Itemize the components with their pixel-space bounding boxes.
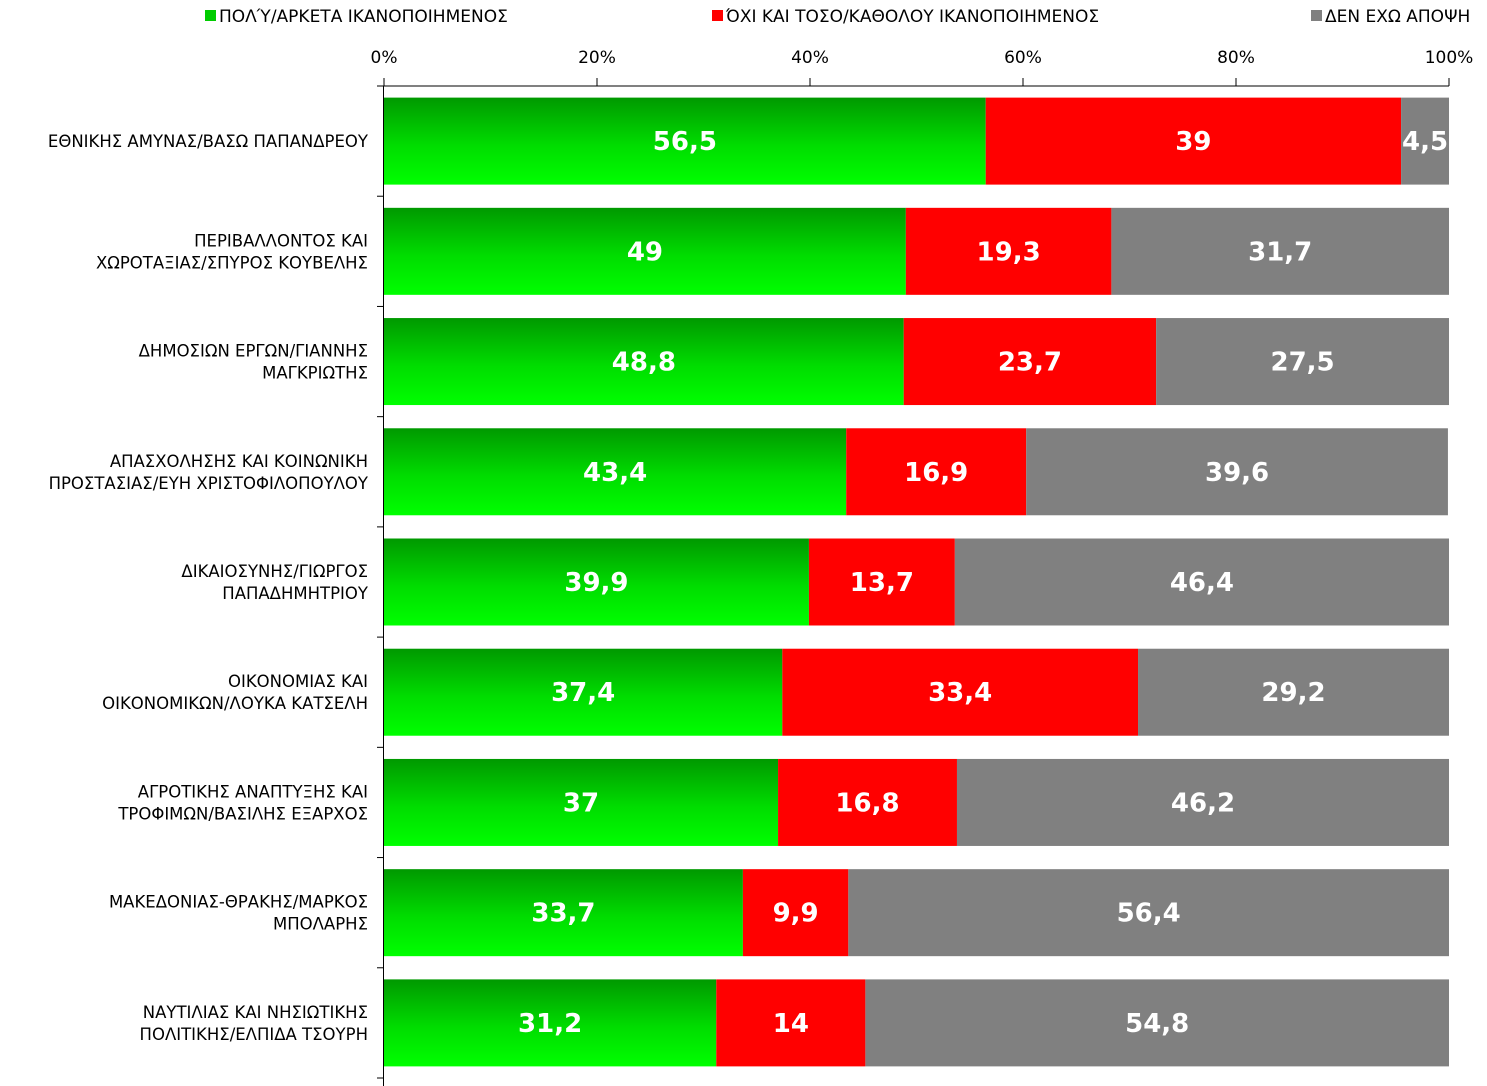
bar-segment (778, 758, 957, 846)
data-label: 31,7 (1248, 237, 1312, 267)
data-label: 14 (773, 1009, 809, 1039)
data-label: 33,7 (531, 899, 595, 929)
data-label: 39,6 (1205, 458, 1269, 488)
category-labels: ΕΘΝΙΚΗΣ ΑΜΥΝΑΣ/ΒΑΣΩ ΠΑΠΑΝΔΡΕΟΥ ΠΕΡΙΒΑΛΛΟΝ… (48, 132, 369, 1044)
bar-segment (384, 869, 743, 957)
x-tick-label: 0% (371, 48, 398, 68)
bar-segment (848, 869, 1449, 957)
category-label: ΑΠΑΣΧΟΛΗΣΗΣ ΚΑΙ ΚΟΙΝΩΝΙΚΗ ΠΡΟΣΤΑΣΙΑΣ/ΕΥΗ … (49, 452, 369, 493)
category-label: ΝΑΥΤΙΛΙΑΣ ΚΑΙ ΝΗΣΙΩΤΙΚΗΣ ΠΟΛΙΤΙΚΗΣ/ΕΛΠΙΔΑ… (140, 1003, 368, 1044)
data-label: 33,4 (928, 678, 992, 708)
x-axis: 0% 20% 40% 60% 80% 100% (371, 48, 1474, 1086)
data-label: 49 (627, 237, 663, 267)
bar-segment (985, 97, 1402, 185)
bar-segment (1401, 97, 1449, 185)
bar-segment (903, 318, 1157, 406)
legend-entry: ΠΟΛΎ/ΑΡΚΕΤΑ ΙΚΑΝΟΠΟΙΗΜΕΝΟΣ (205, 7, 508, 27)
bar-segment (905, 207, 1112, 295)
bar-segment (1156, 318, 1449, 406)
data-label: 13,7 (850, 568, 914, 598)
bar-segment (384, 207, 906, 295)
data-label: 27,5 (1270, 348, 1334, 378)
bar-segment (384, 318, 904, 406)
legend-label: ΔΕΝ ΕΧΩ ΑΠΟΨΗ (1325, 7, 1470, 27)
data-label: 4,5 (1402, 127, 1448, 157)
bar-segment (384, 97, 986, 185)
bar-segment (384, 979, 717, 1067)
category-label: ΑΓΡΟΤΙΚΗΣ ΑΝΑΠΤΥΞΗΣ ΚΑΙ ΤΡΟΦΙΜΩΝ/ΒΑΣΙΛΗΣ … (117, 782, 368, 823)
legend-label: ΠΟΛΎ/ΑΡΚΕΤΑ ΙΚΑΝΟΠΟΙΗΜΕΝΟΣ (219, 7, 508, 27)
bar-segment (384, 428, 847, 516)
bar-segment (808, 538, 955, 626)
category-label: ΜΑΚΕΔΟΝΙΑΣ-ΘΡΑΚΗΣ/ΜΑΡΚΟΣ ΜΠΟΛΑΡΗΣ (109, 893, 368, 934)
data-label: 39,9 (564, 568, 628, 598)
legend: ΠΟΛΎ/ΑΡΚΕΤΑ ΙΚΑΝΟΠΟΙΗΜΕΝΟΣ ΌΧΙ ΚΑΙ ΤΟΣΟ/Κ… (205, 7, 1470, 27)
data-label: 37,4 (551, 678, 615, 708)
x-tick-label: 20% (578, 48, 616, 68)
data-label: 9,9 (773, 899, 819, 929)
legend-swatch (205, 10, 216, 21)
bar-segment (742, 869, 849, 957)
category-label: ΔΗΜΟΣΙΩΝ ΕΡΓΩΝ/ΓΙΑΝΝΗΣ ΜΑΓΚΡΙΩΤΗΣ (139, 342, 368, 383)
bar-segment (846, 428, 1027, 516)
bar-segment (384, 758, 779, 846)
data-label: 39 (1175, 127, 1211, 157)
data-label: 16,8 (835, 788, 899, 818)
legend-label: ΌΧΙ ΚΑΙ ΤΟΣΟ/ΚΑΘΟΛΟΥ ΙΚΑΝΟΠΟΙΗΜΕΝΟΣ (725, 7, 1099, 27)
x-tick-label: 100% (1425, 48, 1474, 68)
category-label: ΕΘΝΙΚΗΣ ΑΜΥΝΑΣ/ΒΑΣΩ ΠΑΠΑΝΔΡΕΟΥ (48, 132, 369, 151)
bar-segment (716, 979, 866, 1067)
data-label: 48,8 (612, 348, 676, 378)
category-label: ΠΕΡΙΒΑΛΛΟΝΤΟΣ ΚΑΙ ΧΩΡΟΤΑΞΙΑΣ/ΣΠΥΡΟΣ ΚΟΥΒΕ… (96, 231, 368, 272)
plot-area: 56,5 39 4,5 49 19,3 31,7 48,8 23,7 27,5 43,4 16,9 3… (384, 97, 1449, 1067)
category-label: ΟΙΚΟΝΟΜΙΑΣ ΚΑΙ ΟΙΚΟΝΟΜΙΚΩΝ/ΛΟΥΚΑ ΚΑΤΣΕΛΗ (102, 672, 368, 713)
legend-entry: ΔΕΝ ΕΧΩ ΑΠΟΨΗ (1311, 7, 1470, 27)
data-label: 54,8 (1125, 1009, 1189, 1039)
data-label: 56,5 (653, 127, 717, 157)
data-label: 46,2 (1171, 788, 1235, 818)
bar-segment (384, 648, 783, 736)
data-label: 46,4 (1170, 568, 1234, 598)
category-label: ΔΙΚΑΙΟΣΥΝΗΣ/ΓΙΩΡΓΟΣ ΠΑΠΑΔΗΜΗΤΡΙΟΥ (181, 562, 368, 603)
data-label: 37 (563, 788, 599, 818)
legend-swatch (712, 10, 723, 21)
data-label: 23,7 (998, 348, 1062, 378)
x-tick-label: 40% (791, 48, 829, 68)
data-label: 29,2 (1261, 678, 1325, 708)
bar-segment (865, 979, 1449, 1067)
x-tick-label: 80% (1217, 48, 1255, 68)
bar-segment (1138, 648, 1449, 736)
data-label: 16,9 (904, 458, 968, 488)
bar-segment (954, 538, 1449, 626)
data-label: 43,4 (583, 458, 647, 488)
bar-segment (782, 648, 1139, 736)
x-tick-label: 60% (1004, 48, 1042, 68)
bar-segment (384, 538, 809, 626)
data-label: 19,3 (977, 237, 1041, 267)
data-label: 56,4 (1117, 899, 1181, 929)
bar-segment (1026, 428, 1448, 516)
bar-segment (1111, 207, 1449, 295)
legend-entry: ΌΧΙ ΚΑΙ ΤΟΣΟ/ΚΑΘΟΛΟΥ ΙΚΑΝΟΠΟΙΗΜΕΝΟΣ (712, 7, 1099, 27)
bar-segment (956, 758, 1449, 846)
legend-swatch (1311, 10, 1322, 21)
data-label: 31,2 (518, 1009, 582, 1039)
